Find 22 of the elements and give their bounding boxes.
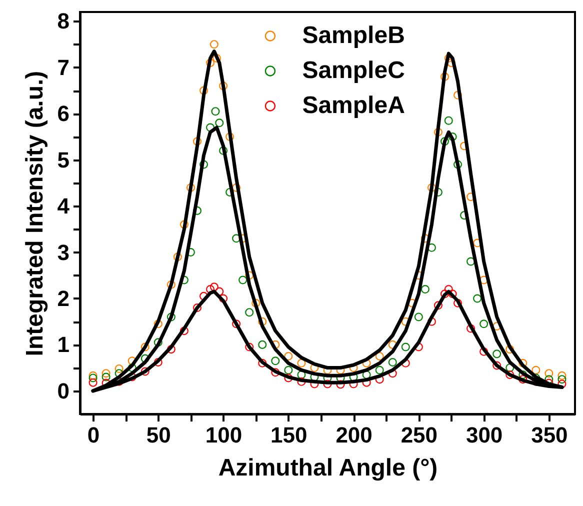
y-tick-label: 2 bbox=[57, 286, 70, 311]
y-tick-label: 6 bbox=[57, 101, 70, 126]
x-tick-label: 150 bbox=[270, 422, 308, 448]
y-tick-label: 5 bbox=[57, 147, 70, 172]
x-tick-label: 200 bbox=[336, 422, 372, 448]
x-tick-label: 50 bbox=[146, 422, 171, 448]
x-tick-label: 250 bbox=[400, 422, 438, 448]
x-tick-label: 0 bbox=[87, 422, 100, 448]
y-tick-label: 0 bbox=[57, 378, 70, 404]
y-tick-label: 7 bbox=[57, 54, 70, 80]
legend-label: SampleA bbox=[302, 92, 405, 119]
x-axis-title: Azimuthal Angle (°) bbox=[218, 454, 438, 482]
legend-label: SampleB bbox=[302, 22, 405, 49]
y-tick-label: 4 bbox=[57, 194, 70, 219]
y-tick-label: 8 bbox=[57, 8, 70, 34]
x-tick-label: 100 bbox=[205, 422, 242, 448]
x-tick-label: 350 bbox=[531, 422, 568, 448]
x-tick-label: 300 bbox=[466, 422, 503, 448]
y-axis-title: Integrated Intensity (a.u.) bbox=[21, 70, 48, 356]
y-tick-label: 1 bbox=[57, 332, 70, 358]
y-tick-label: 3 bbox=[57, 240, 70, 265]
legend-label: SampleC bbox=[302, 57, 405, 84]
